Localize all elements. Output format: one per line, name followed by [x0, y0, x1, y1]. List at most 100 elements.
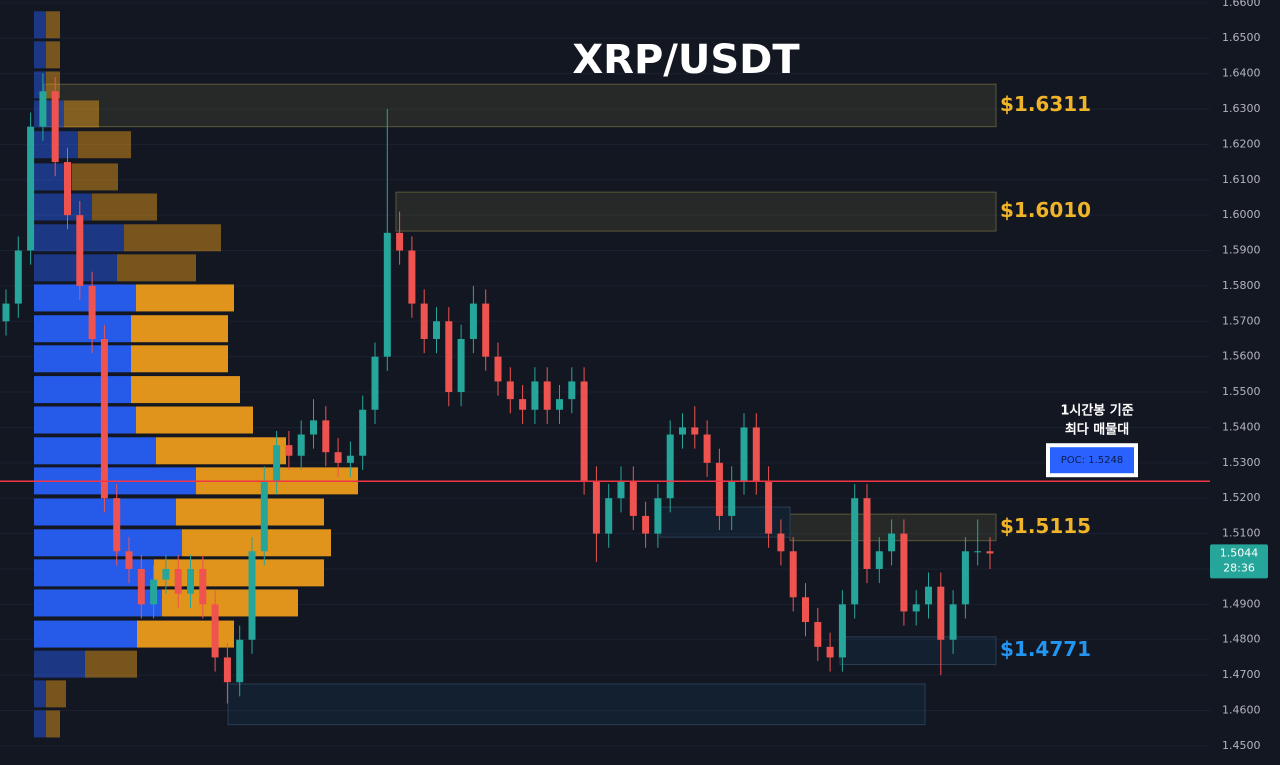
countdown: 28:36: [1223, 561, 1255, 574]
y-tick-label: 1.6300: [1222, 102, 1261, 115]
volume-buy: [34, 710, 46, 738]
volume-buy: [34, 529, 182, 557]
y-tick-label: 1.4700: [1222, 668, 1261, 681]
candle-body: [322, 420, 330, 453]
last-price-tag: [1210, 544, 1268, 579]
y-tick-label: 1.5700: [1222, 314, 1261, 327]
candle-body: [137, 568, 145, 605]
poc-box: [1050, 447, 1134, 474]
volume-buy: [34, 254, 117, 282]
candle-body: [642, 515, 650, 534]
candle-body: [543, 381, 551, 410]
candle-body: [691, 427, 699, 435]
volume-buy: [34, 376, 131, 404]
candle-body: [334, 452, 342, 463]
candle-body: [629, 480, 637, 516]
zone-label: $1.4771: [1000, 637, 1091, 661]
candle-body: [789, 551, 797, 598]
volume-sell: [72, 163, 118, 191]
candle-body: [346, 455, 354, 463]
candle-body: [937, 586, 945, 640]
volume-buy: [34, 11, 46, 39]
candle-body: [174, 568, 182, 594]
volume-sell: [124, 224, 221, 252]
candle-body: [974, 551, 982, 553]
volume-sell: [137, 620, 234, 648]
y-tick-label: 1.5800: [1222, 279, 1261, 292]
candle-body: [703, 434, 711, 463]
zone-label: $1.6010: [1000, 198, 1091, 222]
candle-body: [310, 420, 317, 435]
candle-body: [679, 427, 686, 435]
candle-body: [433, 321, 440, 339]
y-tick-label: 1.5900: [1222, 244, 1261, 257]
y-tick-label: 1.4600: [1222, 704, 1261, 717]
candle-body: [113, 498, 121, 552]
candle-body: [494, 356, 502, 382]
candle-body: [888, 533, 896, 552]
candle-body: [900, 533, 908, 612]
annotation: 1시간봉 기준: [1060, 403, 1133, 419]
volume-sell: [46, 11, 60, 39]
y-tick-label: 1.5600: [1222, 350, 1261, 363]
candle-body: [580, 381, 588, 481]
candle-body: [875, 551, 883, 569]
candle-body: [420, 303, 428, 339]
y-tick-label: 1.5500: [1222, 385, 1261, 398]
volume-sell: [46, 710, 60, 738]
candle-body: [556, 399, 563, 410]
candle-body: [802, 597, 809, 623]
zone-label: $1.5115: [1000, 514, 1091, 538]
candle-body: [482, 303, 490, 357]
candle-body: [765, 480, 773, 534]
price-axis: [1210, 0, 1280, 765]
y-tick-label: 1.6100: [1222, 173, 1261, 186]
y-tick-label: 1.5300: [1222, 456, 1261, 469]
candle-body: [150, 579, 158, 605]
volume-sell: [182, 529, 331, 557]
candle-body: [592, 480, 600, 534]
candle-body: [88, 285, 96, 339]
volume-buy: [34, 559, 154, 587]
candle-body: [396, 232, 404, 251]
y-tick-label: 1.4800: [1222, 633, 1261, 646]
candle-body: [469, 303, 477, 339]
volume-sell: [64, 100, 99, 128]
candle-body: [949, 604, 957, 640]
volume-sell: [46, 41, 60, 69]
candle-body: [912, 604, 920, 612]
candle-body: [51, 91, 59, 163]
candle-body: [531, 381, 539, 410]
volume-buy: [34, 345, 131, 373]
volume-sell: [131, 315, 228, 343]
volume-sell: [156, 437, 286, 465]
y-tick-label: 1.6000: [1222, 208, 1261, 221]
candle-body: [838, 604, 846, 658]
y-tick-label: 1.6400: [1222, 67, 1261, 80]
candle-body: [605, 498, 613, 534]
poc-label: POC: 1.5248: [1061, 455, 1123, 466]
volume-sell: [131, 376, 240, 404]
candle-body: [27, 126, 35, 251]
volume-buy: [34, 315, 131, 343]
y-tick-label: 1.4900: [1222, 597, 1261, 610]
candle-body: [371, 356, 379, 410]
candle-body: [728, 480, 736, 516]
candle-body: [359, 409, 367, 456]
candle-body: [851, 498, 859, 605]
candle-body: [519, 399, 527, 410]
candle-body: [211, 604, 219, 658]
volume-buy: [34, 41, 46, 69]
candle-body: [925, 586, 932, 605]
annotation: 최다 매물대: [1065, 422, 1129, 438]
volume-buy: [34, 498, 176, 526]
volume-sell: [46, 680, 66, 708]
y-tick-label: 1.5200: [1222, 491, 1261, 504]
y-tick-label: 1.6500: [1222, 31, 1261, 44]
candle-body: [297, 434, 305, 456]
candle-body: [223, 657, 231, 683]
candle-body: [248, 551, 256, 640]
volume-sell: [92, 193, 157, 221]
